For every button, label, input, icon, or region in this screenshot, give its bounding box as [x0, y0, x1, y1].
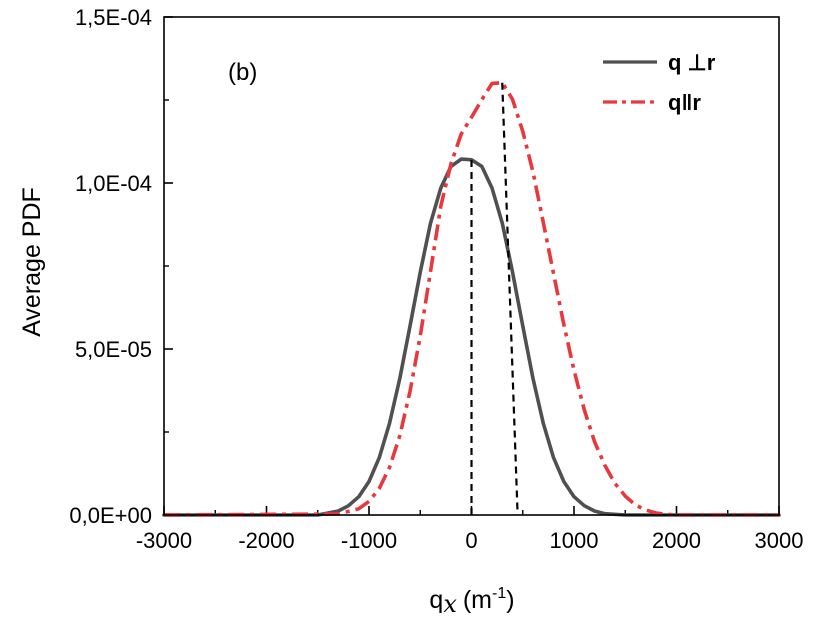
x-tick-label: 3000 [755, 528, 804, 553]
legend-label-perp: q ⊥r [668, 50, 716, 75]
x-tick-label: 0 [465, 528, 477, 553]
x-tick-label: -1000 [341, 528, 397, 553]
plot-frame [163, 16, 780, 516]
x-tick-labels: -3000 -2000 -1000 0 1000 2000 3000 [136, 528, 804, 553]
panel-label: (b) [228, 59, 257, 86]
x-tick-label: 1000 [550, 528, 599, 553]
legend: q ⊥r q‖r [603, 50, 716, 115]
x-axis-title-close: ) [506, 586, 514, 614]
x-tick-label: 2000 [652, 528, 701, 553]
x-axis-title-main: q [429, 586, 443, 614]
x-axis-title-exp: -1 [492, 585, 506, 602]
series-line-perpendicular [162, 157, 781, 517]
y-tick-label: 1,5E-04 [75, 5, 152, 30]
y-tick-label: 5,0E-05 [75, 337, 152, 362]
x-tick-label: -2000 [238, 528, 294, 553]
x-tick-label: -3000 [136, 528, 192, 553]
y-tick-labels: 0,0E+00 5,0E-05 1,0E-04 1,5E-04 [69, 5, 152, 528]
reference-lines [470, 82, 519, 516]
x-axis-title-unit: (m [463, 586, 492, 614]
peak-reference-line [501, 82, 519, 516]
x-axis-title: qx (m-1) [429, 585, 514, 618]
x-axis-title-sub: x [443, 590, 457, 618]
y-tick-label: 0,0E+00 [69, 503, 152, 528]
legend-label-parallel: q‖r [668, 90, 701, 115]
y-axis-title: Average PDF [18, 187, 46, 337]
series-line-parallel [163, 80, 779, 517]
series-layer [162, 80, 781, 517]
y-tick-label: 1,0E-04 [75, 171, 152, 196]
